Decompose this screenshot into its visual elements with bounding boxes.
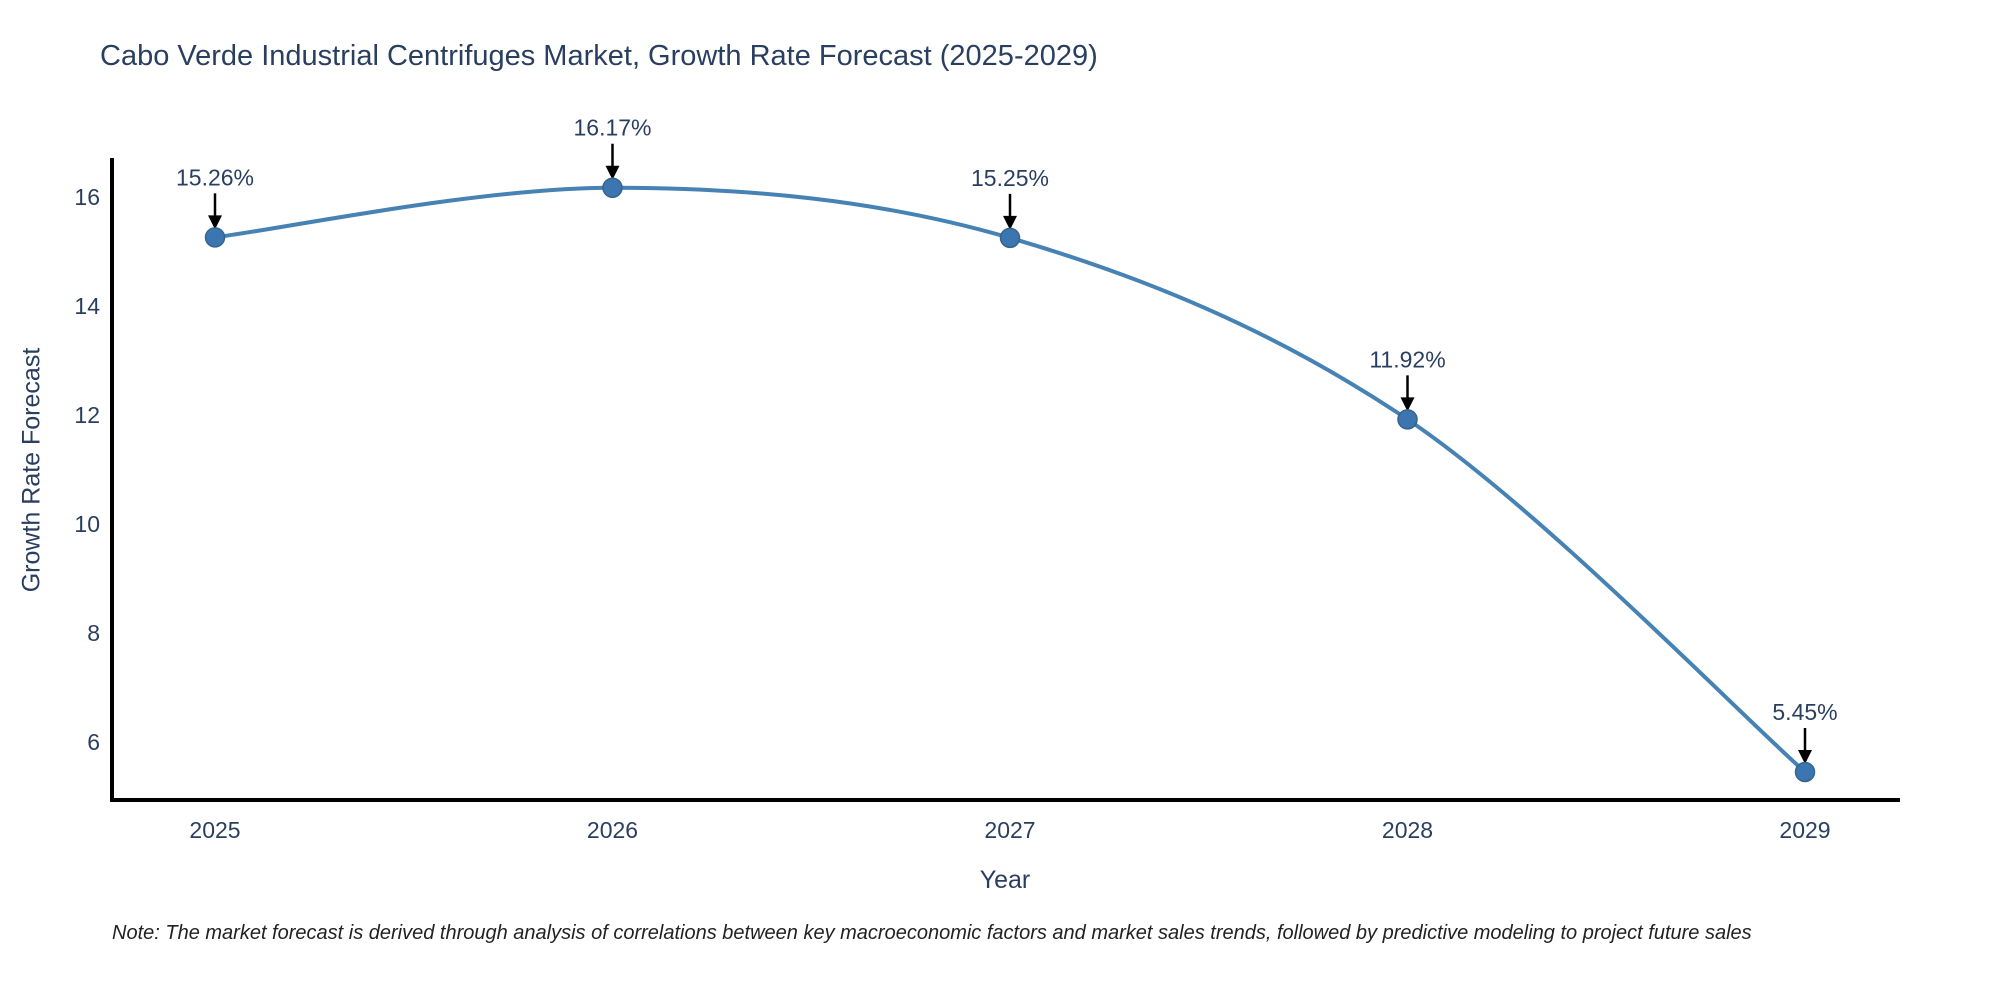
data-point-2028[interactable] <box>1397 409 1418 430</box>
point-annotation-2028: 11.92% <box>1369 346 1445 372</box>
x-tick-label: 2029 <box>1779 817 1830 843</box>
y-tick-label: 6 <box>87 729 100 755</box>
annotation-arrow-head <box>605 165 620 180</box>
x-tick-label: 2026 <box>587 817 638 843</box>
y-tick-label: 8 <box>87 620 100 646</box>
chart-title: Cabo Verde Industrial Centrifuges Market… <box>100 40 1098 72</box>
x-tick-label: 2027 <box>984 817 1035 843</box>
x-axis-title: Year <box>979 866 1031 894</box>
annotation-arrow-head <box>1003 215 1017 230</box>
chart-note: Note: The market forecast is derived thr… <box>112 922 1752 944</box>
point-annotation-2026: 16.17% <box>573 115 651 141</box>
y-tick-label: 10 <box>74 511 100 537</box>
data-point-2026[interactable] <box>602 177 623 198</box>
x-tick-label: 2028 <box>1382 817 1433 843</box>
point-annotation-2027: 15.25% <box>971 165 1049 191</box>
point-annotation-2029: 5.45% <box>1772 699 1837 725</box>
annotation-arrow-head <box>208 215 222 230</box>
data-point-2029[interactable] <box>1794 761 1816 783</box>
forecast-line <box>213 185 1807 774</box>
y-tick-label: 16 <box>74 184 100 210</box>
x-tick-label: 2025 <box>189 817 240 843</box>
point-annotation-2025: 15.26% <box>176 164 254 190</box>
y-tick-label: 14 <box>74 293 100 319</box>
data-point-2027[interactable] <box>999 227 1021 249</box>
y-axis-title: Growth Rate Forecast <box>17 347 46 593</box>
y-tick-label: 12 <box>74 402 100 428</box>
annotation-arrow-head <box>1400 397 1415 412</box>
annotation-arrow-head <box>1798 749 1812 764</box>
data-point-2025[interactable] <box>204 227 226 248</box>
